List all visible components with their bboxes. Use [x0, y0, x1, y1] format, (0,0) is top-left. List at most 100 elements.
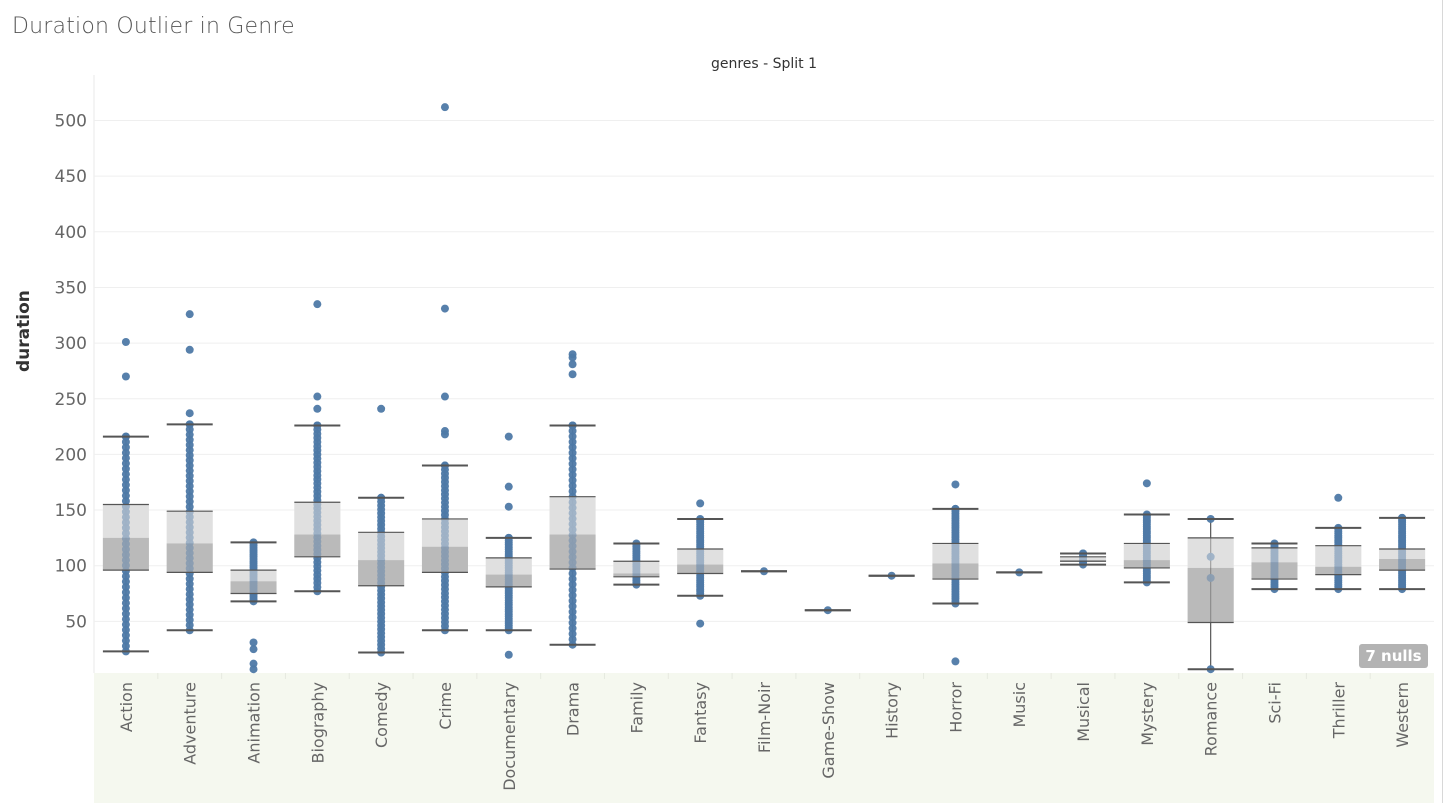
data-point — [377, 404, 386, 413]
x-tick-label: Romance — [1202, 682, 1221, 756]
data-point — [249, 665, 258, 674]
box-overlay-lower — [1251, 562, 1298, 580]
box-overlay-upper — [294, 502, 341, 535]
data-point — [568, 353, 577, 362]
x-tick-label: Thriller — [1329, 682, 1348, 740]
data-point — [185, 345, 194, 354]
data-point — [568, 443, 577, 452]
y-tick-label: 450 — [55, 167, 87, 187]
data-point — [440, 392, 449, 401]
x-axis-band — [94, 673, 1434, 803]
data-point — [568, 591, 577, 600]
box-overlay-lower — [1187, 567, 1234, 623]
x-tick-label: Sci-Fi — [1265, 682, 1284, 724]
x-tick-label: Musical — [1074, 682, 1093, 742]
data-point — [440, 430, 449, 439]
box-overlay-lower — [485, 574, 532, 587]
data-point — [249, 645, 258, 654]
y-tick-label: 400 — [55, 223, 87, 243]
data-point — [696, 619, 705, 628]
data-point — [568, 370, 577, 379]
y-tick-label: 500 — [55, 112, 87, 132]
box-overlay-upper — [1251, 547, 1298, 563]
data-point — [951, 657, 960, 666]
data-point — [951, 480, 960, 489]
data-point — [568, 454, 577, 463]
data-point — [568, 585, 577, 594]
x-tick-label: Drama — [564, 682, 583, 736]
box-overlay-lower — [932, 563, 979, 580]
data-point — [568, 618, 577, 627]
data-point — [568, 635, 577, 644]
box-overlay-upper — [230, 570, 277, 582]
box-overlay-upper — [932, 543, 979, 564]
x-tick-label: Crime — [436, 682, 455, 730]
data-point — [185, 310, 194, 319]
box-overlay-upper — [549, 496, 596, 535]
box-overlay-lower — [1123, 560, 1170, 568]
box-overlay-upper — [1379, 549, 1426, 560]
data-point — [440, 103, 449, 112]
box-overlay-upper — [1187, 537, 1234, 568]
data-point — [568, 596, 577, 605]
box-overlay-lower — [613, 573, 660, 577]
right-border — [1442, 0, 1443, 803]
box-overlay-upper — [1123, 543, 1170, 561]
data-point — [1142, 479, 1151, 488]
data-point — [440, 304, 449, 313]
y-tick-label: 250 — [55, 390, 87, 410]
box-overlay-lower — [230, 581, 277, 594]
box-overlay-upper — [677, 549, 724, 565]
data-point — [568, 574, 577, 583]
x-tick-label: Film-Noir — [755, 682, 774, 753]
box-overlay-upper — [421, 518, 468, 547]
y-tick-label: 150 — [55, 501, 87, 521]
y-tick-label: 100 — [55, 557, 87, 577]
data-point — [504, 650, 513, 659]
box-overlay-upper — [166, 511, 213, 544]
data-point — [568, 465, 577, 474]
box-overlay-upper — [485, 557, 532, 575]
box-overlay-lower — [421, 546, 468, 573]
data-point — [313, 404, 322, 413]
x-tick-label: Family — [627, 682, 646, 733]
nulls-indicator[interactable]: 7 nulls — [1359, 644, 1428, 668]
x-tick-label: Horror — [946, 682, 965, 733]
box-overlay-lower — [1379, 559, 1426, 571]
data-point — [568, 613, 577, 622]
data-point — [568, 624, 577, 633]
chart-title: Duration Outlier in Genre — [12, 14, 295, 39]
box-overlay-lower — [549, 534, 596, 570]
data-point — [121, 372, 130, 381]
y-tick-label: 300 — [55, 334, 87, 354]
box-overlay-upper — [613, 561, 660, 574]
data-point — [568, 476, 577, 485]
y-tick-label: 350 — [55, 278, 87, 298]
data-point — [568, 470, 577, 479]
x-tick-label: Music — [1010, 682, 1029, 728]
y-tick-label: 200 — [55, 445, 87, 465]
data-point — [568, 432, 577, 441]
data-point — [568, 426, 577, 435]
data-point — [568, 602, 577, 611]
box-overlay-lower — [102, 537, 149, 571]
box-overlay-upper — [1315, 545, 1362, 567]
data-point — [568, 360, 577, 369]
box-overlay-upper — [1060, 556, 1107, 561]
box-overlay-upper — [358, 532, 405, 561]
data-point — [504, 502, 513, 511]
data-point — [249, 638, 258, 647]
data-point — [185, 409, 194, 418]
data-point — [568, 629, 577, 638]
data-point — [313, 392, 322, 401]
data-point — [249, 659, 258, 668]
box-overlay-lower — [358, 560, 405, 586]
data-point — [568, 459, 577, 468]
x-tick-label: Animation — [245, 682, 264, 764]
x-tick-label: Adventure — [181, 682, 200, 765]
data-point — [568, 437, 577, 446]
box-overlay-upper — [102, 504, 149, 538]
x-tick-label: Comedy — [372, 682, 391, 748]
data-point — [313, 300, 322, 309]
